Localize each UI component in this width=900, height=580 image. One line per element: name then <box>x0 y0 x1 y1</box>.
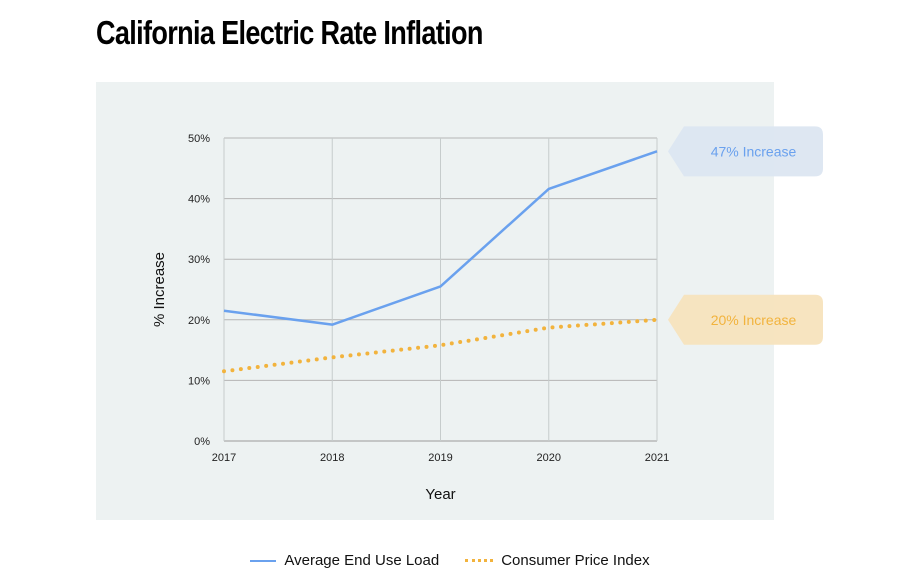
legend: Average End Use Load Consumer Price Inde… <box>0 552 900 569</box>
legend-label: Average End Use Load <box>284 552 440 569</box>
x-tick-label: 2018 <box>320 452 344 464</box>
line-chart: 0% 10% 20% 30% 40% 50% 2017 2018 2019 2020 2021 Yea… <box>151 126 823 503</box>
callout-label: 20% Increase <box>711 312 797 328</box>
chart-title: California Electric Rate Inflation <box>96 14 483 51</box>
legend-swatch-solid-line <box>250 559 277 562</box>
y-tick-label: 30% <box>188 254 210 266</box>
legend-label: Consumer Price Index <box>501 552 650 569</box>
x-tick-label: 2020 <box>537 452 561 464</box>
y-tick-label: 50% <box>188 133 210 145</box>
legend-item-consumer-price-index: Consumer Price Index <box>465 552 650 569</box>
y-tick-label: 0% <box>194 436 210 448</box>
y-axis-label: % Increase <box>151 252 168 327</box>
chart-background <box>96 82 774 520</box>
x-tick-label: 2021 <box>645 452 669 464</box>
x-axis-label: Year <box>425 486 455 503</box>
x-tick-label: 2019 <box>428 452 452 464</box>
legend-swatch-dotted-line <box>465 559 494 562</box>
legend-item-average-end-use-load: Average End Use Load <box>250 552 439 569</box>
callout-label: 47% Increase <box>711 143 797 159</box>
x-tick-label: 2017 <box>212 452 236 464</box>
series-line-consumer-price-index <box>222 317 659 374</box>
y-tick-label: 40% <box>188 194 210 206</box>
callout-box <box>668 126 823 177</box>
callout-box <box>668 294 823 345</box>
y-tick-label: 10% <box>188 375 210 387</box>
y-tick-label: 20% <box>188 315 210 327</box>
